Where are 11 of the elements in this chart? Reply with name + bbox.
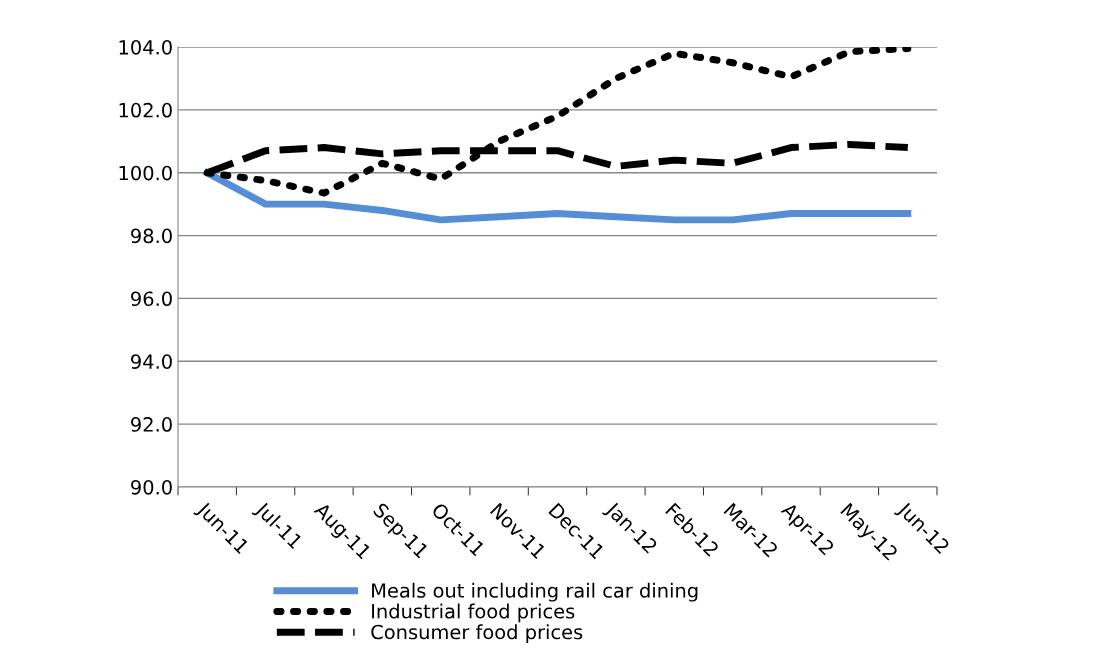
- legend-label: Meals out including rail car dining: [372, 582, 698, 602]
- y-tick-label: 100.0: [119, 165, 172, 181]
- y-tick-label: 104.0: [119, 39, 172, 55]
- y-tick-label: 90.0: [131, 479, 172, 495]
- y-tick-label: 98.0: [131, 228, 172, 244]
- legend-label: Industrial food prices: [372, 603, 575, 623]
- y-tick-label: 94.0: [131, 354, 172, 369]
- y-tick-label: 92.0: [131, 417, 172, 432]
- y-tick-label: 102.0: [119, 102, 172, 118]
- legend-label: Consumer food prices: [371, 624, 583, 644]
- y-tick-label: 96.0: [131, 291, 172, 307]
